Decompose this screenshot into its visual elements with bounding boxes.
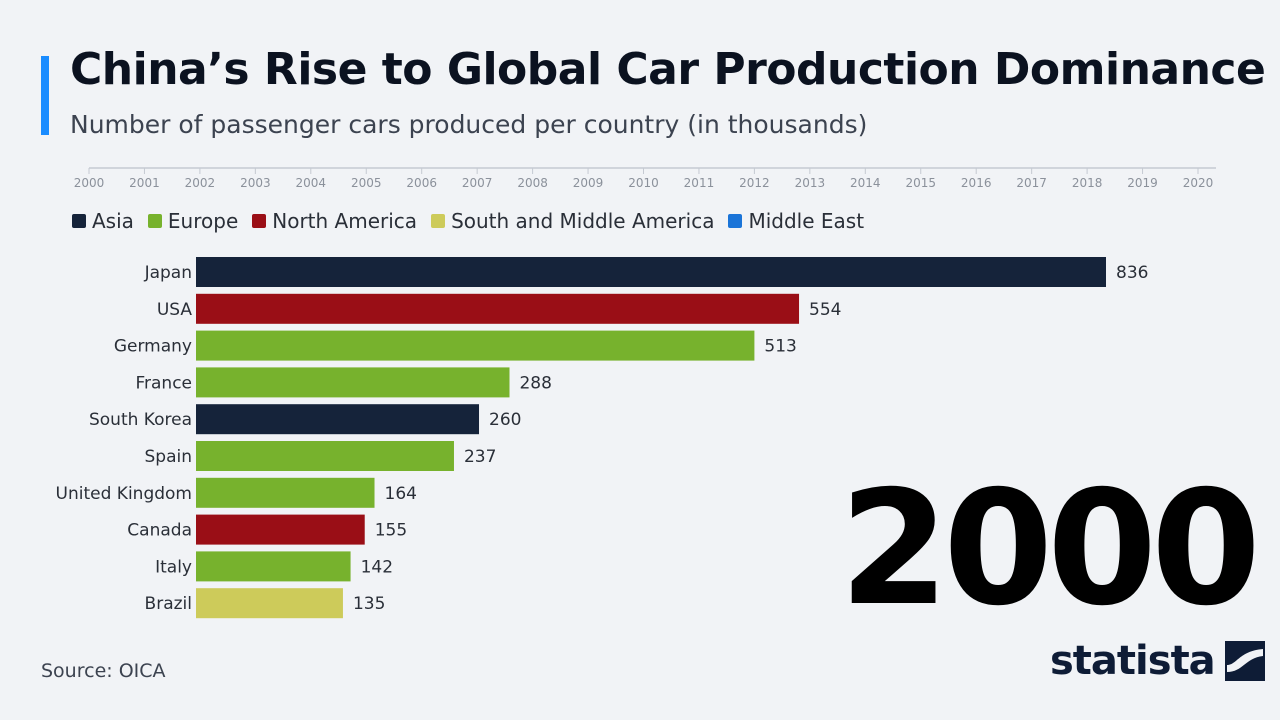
bar <box>196 404 480 435</box>
legend-item: Asia <box>72 209 134 233</box>
page-subtitle: Number of passenger cars produced per co… <box>70 110 868 139</box>
statista-logo: statista <box>1050 638 1265 684</box>
value-label: 164 <box>385 484 417 504</box>
value-label: 836 <box>1116 263 1148 283</box>
value-label: 260 <box>489 410 521 430</box>
legend-swatch <box>431 214 446 228</box>
category-label: South Korea <box>89 410 192 430</box>
legend-item: South and Middle America <box>431 209 714 233</box>
category-label: Italy <box>155 557 192 577</box>
legend-label: Europe <box>167 209 239 233</box>
category-label: France <box>135 373 192 393</box>
value-label: 288 <box>519 373 551 393</box>
bar <box>196 367 510 398</box>
legend-label: South and Middle America <box>451 209 715 233</box>
legend-swatch <box>728 214 743 228</box>
legend-item: Middle East <box>728 209 864 233</box>
bar <box>196 441 454 471</box>
value-label: 135 <box>353 594 385 614</box>
legend-swatch <box>252 214 267 228</box>
category-label: USA <box>157 300 193 320</box>
brand-name: statista <box>1050 638 1216 684</box>
category-label: United Kingdom <box>56 484 192 504</box>
bar <box>196 293 800 324</box>
current-year-label: 2000 <box>839 457 1261 641</box>
value-label: 142 <box>361 557 393 577</box>
source-note: Source: OICA <box>41 660 166 682</box>
value-label: 237 <box>464 447 496 467</box>
statista-mark-icon <box>1224 641 1265 681</box>
legend: Asia Europe North America South and Middle … <box>72 206 868 236</box>
page-title: China’s Rise to Global Car Production Do… <box>70 44 1266 95</box>
legend-item: Europe <box>147 209 239 233</box>
value-label: 554 <box>809 300 841 320</box>
title-accent-bar <box>41 56 49 135</box>
category-label: Canada <box>127 521 192 541</box>
legend-swatch <box>147 214 162 228</box>
legend-label: Middle East <box>748 209 865 233</box>
bar <box>196 588 343 619</box>
bar <box>196 551 351 582</box>
category-label: Spain <box>145 447 193 467</box>
legend-swatch <box>72 214 86 228</box>
value-label: 513 <box>764 337 796 357</box>
bar <box>196 257 1106 287</box>
legend-label: Asia <box>92 209 134 233</box>
bar <box>196 330 755 361</box>
legend-label: North America <box>272 209 418 233</box>
category-label: Brazil <box>145 594 192 614</box>
bar <box>196 514 365 545</box>
category-label: Germany <box>114 337 192 357</box>
legend-item: North America <box>252 209 417 233</box>
value-label: 155 <box>375 521 407 541</box>
category-label: Japan <box>144 263 192 283</box>
bar <box>196 477 375 508</box>
